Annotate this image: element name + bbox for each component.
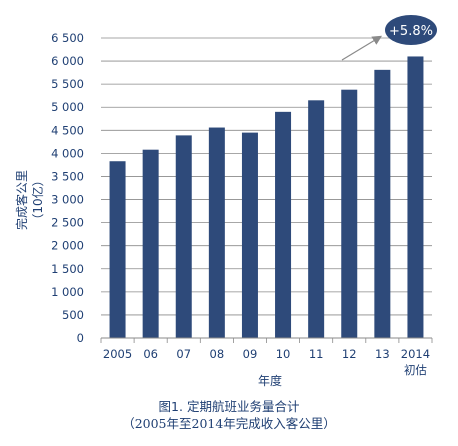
annotation-arrow (341, 35, 383, 61)
y-axis-unit: （10亿） (30, 174, 45, 225)
bar-06 (142, 149, 159, 338)
y-tick-label: 0 (77, 331, 84, 345)
y-tick-label: 4 500 (51, 123, 84, 137)
bar-2005 (109, 161, 126, 338)
bar-09 (241, 132, 258, 338)
x-tick-label: 2005 (103, 347, 132, 361)
y-tick-label: 5 500 (51, 77, 84, 91)
y-tick-label: 4 000 (51, 146, 84, 160)
y-tick-label: 500 (62, 308, 84, 322)
bar-13 (374, 69, 391, 338)
y-tick-label: 3 000 (51, 193, 84, 207)
bar-12 (341, 89, 358, 338)
bar-07 (175, 135, 192, 338)
x-tick-label: 06 (143, 347, 158, 361)
y-tick-label: 3 500 (51, 169, 84, 183)
y-tick-label: 1 500 (51, 262, 84, 276)
figure-caption-title: 图1. 定期航班业务量合计 (158, 399, 300, 414)
y-tick-label: 2 500 (51, 216, 84, 230)
growth-annotation: +5.8% (341, 15, 437, 61)
x-tick-label: 13 (375, 347, 390, 361)
figure-caption-subtitle: （2005年至2014年完成收入客公里） (122, 416, 336, 431)
x-tick-label: 08 (210, 347, 225, 361)
y-tick-labels: 0 500 1 000 1 500 2 000 2 500 3 000 3 500 4 000 4… (51, 31, 84, 345)
x-axis-title: 年度 (258, 373, 282, 388)
x-tick-label: 11 (309, 347, 324, 361)
y-tick-label: 6 500 (51, 31, 84, 45)
y-tick-label: 2 000 (51, 239, 84, 253)
bar-2014 (407, 56, 424, 338)
x-tick-label: 2014 (401, 347, 430, 361)
y-tick-label: 5 000 (51, 100, 84, 114)
bars (109, 56, 424, 339)
bar-11 (308, 100, 325, 338)
annotation-text: +5.8% (389, 24, 433, 39)
bar-10 (275, 111, 292, 338)
bar-08 (208, 127, 225, 339)
y-axis-title: 完成客公里 (14, 170, 29, 230)
x-tick-label: 07 (176, 347, 191, 361)
x-tick-label: 10 (276, 347, 291, 361)
x-tick-labels: 2005 06 07 08 09 10 11 12 13 2014 初估 (100, 338, 433, 377)
x-tick-sublabel: 初估 (404, 363, 427, 377)
y-tick-label: 6 000 (51, 54, 84, 68)
x-tick-label: 12 (342, 347, 357, 361)
y-tick-label: 1 000 (51, 285, 84, 299)
x-tick-label: 09 (243, 347, 258, 361)
annotation-badge (385, 15, 437, 45)
